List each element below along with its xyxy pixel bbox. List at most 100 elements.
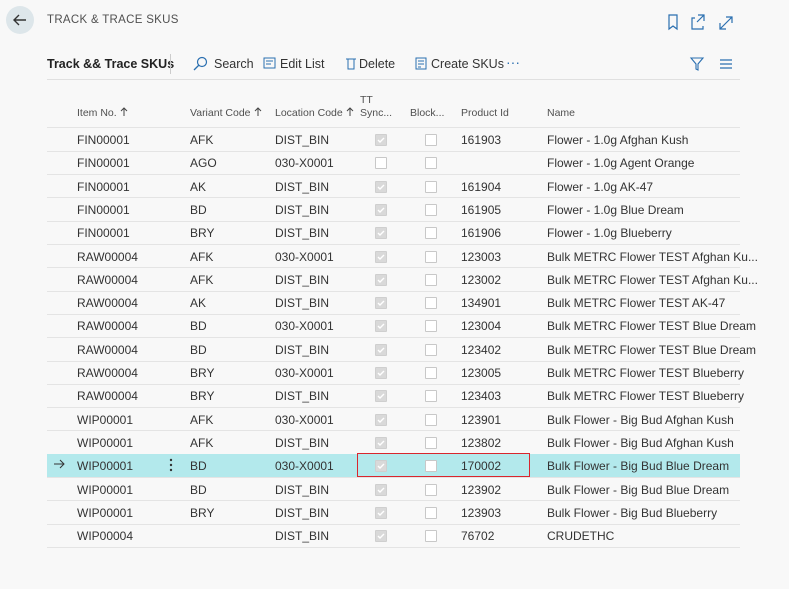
checkbox[interactable] <box>425 343 437 356</box>
cell-text[interactable]: RAW00004 <box>77 272 138 287</box>
cell-text: 030-X0001 <box>275 412 334 427</box>
cell-text[interactable]: RAW00004 <box>77 342 138 357</box>
cell-text: Bulk METRC Flower TEST Blue Dream <box>547 319 756 334</box>
cell-text: BD <box>190 342 207 357</box>
checkbox[interactable] <box>425 273 437 286</box>
checkbox[interactable] <box>375 227 387 240</box>
cell-text: 123004 <box>461 319 502 334</box>
cell-text: 170002 <box>461 459 502 474</box>
cell-text[interactable]: WIP00001 <box>77 412 134 427</box>
checkbox[interactable] <box>425 483 437 496</box>
checkbox[interactable] <box>425 530 437 543</box>
checkbox[interactable] <box>425 460 437 473</box>
checkbox[interactable] <box>425 413 437 426</box>
checkbox[interactable] <box>375 250 387 263</box>
header-icons[interactable] <box>660 12 740 32</box>
checkbox[interactable] <box>375 134 387 146</box>
row-divider <box>47 197 740 199</box>
cell-text[interactable]: RAW00004 <box>77 249 138 264</box>
checkbox[interactable] <box>375 320 387 333</box>
checkbox[interactable] <box>425 203 437 216</box>
cell-text: 123002 <box>461 272 502 287</box>
checkbox[interactable] <box>425 157 437 170</box>
cell-text[interactable]: RAW00004 <box>77 366 138 380</box>
checkbox[interactable] <box>375 367 387 379</box>
cell-text[interactable]: WIP00001 <box>77 435 134 450</box>
checkbox[interactable] <box>375 506 387 519</box>
cell-text[interactable]: RAW00004 <box>77 319 138 334</box>
sort-arrow <box>346 107 354 119</box>
checkbox[interactable] <box>375 413 387 426</box>
cell-text: Bulk Flower - Big Bud Afghan Kush <box>547 412 734 427</box>
toolbar-action[interactable]: Search <box>214 57 254 71</box>
checkbox[interactable] <box>375 297 387 310</box>
checkbox[interactable] <box>375 157 387 170</box>
checkbox[interactable] <box>425 367 437 379</box>
cell-text: Bulk Flower - Big Bud Blue Dream <box>547 482 730 497</box>
column-header[interactable]: Name <box>547 107 737 120</box>
column-label: Variant Code <box>190 107 251 119</box>
toolbar-right-icons[interactable] <box>688 55 738 73</box>
cell-text[interactable]: FIN00001 <box>77 226 130 241</box>
cell-text[interactable]: WIP00001 <box>77 482 134 497</box>
cell-text[interactable]: FIN00001 <box>77 179 130 194</box>
checkbox[interactable] <box>425 180 437 193</box>
column-label: Location Code <box>275 107 343 119</box>
cell-text: DIST_BIN <box>275 179 330 194</box>
cell-text[interactable]: RAW00004 <box>77 296 138 311</box>
column-header[interactable]: Item No. <box>77 107 177 120</box>
toolbar-action[interactable]: Edit List <box>280 57 325 71</box>
toolbar-action[interactable]: Delete <box>359 57 396 71</box>
sort-arrow <box>254 107 262 119</box>
cell-text: AFK <box>190 133 214 147</box>
checkbox[interactable] <box>425 390 437 403</box>
checkbox[interactable] <box>425 297 437 310</box>
cell-text[interactable]: WIP00004 <box>77 529 134 544</box>
cell-text: 123902 <box>461 482 502 497</box>
cell-text: BD <box>190 319 207 334</box>
cell-text: AFK <box>190 435 214 450</box>
checkbox[interactable] <box>425 227 437 240</box>
checkbox[interactable] <box>375 436 387 449</box>
cell-text: 161906 <box>461 226 502 241</box>
cell-text: 123802 <box>461 435 502 450</box>
column-header[interactable]: Location Code <box>275 107 355 120</box>
column-header[interactable]: Block... <box>410 107 452 120</box>
row-divider <box>47 290 740 292</box>
cell-text: 123903 <box>461 505 502 520</box>
back-button[interactable] <box>6 6 34 34</box>
checkbox[interactable] <box>375 460 387 473</box>
checkbox[interactable] <box>425 506 437 519</box>
checkbox[interactable] <box>375 530 387 543</box>
checkbox[interactable] <box>425 436 437 449</box>
checkbox[interactable] <box>425 250 437 263</box>
cell-text: BRY <box>190 505 215 520</box>
column-label: TT Sync... <box>360 94 393 119</box>
checkbox[interactable] <box>375 483 387 496</box>
row-divider <box>47 500 740 502</box>
cell-text[interactable]: FIN00001 <box>77 133 130 147</box>
column-header[interactable]: Variant Code <box>190 107 270 120</box>
row-arrow <box>52 457 66 476</box>
cell-text[interactable]: FIN00001 <box>77 156 130 171</box>
cell-text: BD <box>190 202 207 217</box>
cell-text: Bulk METRC Flower TEST Blueberry <box>547 389 744 404</box>
checkbox[interactable] <box>425 134 437 146</box>
svg-text:···: ··· <box>506 55 520 70</box>
column-header[interactable]: TT Sync... <box>360 94 400 120</box>
checkbox[interactable] <box>375 180 387 193</box>
column-header[interactable]: Product Id <box>461 107 541 120</box>
checkbox[interactable] <box>375 273 387 286</box>
toolbar-action[interactable]: Create SKUs <box>431 57 504 71</box>
cell-text[interactable]: WIP00001 <box>77 505 134 520</box>
cell-text[interactable]: WIP00001 <box>77 459 134 474</box>
row-menu[interactable] <box>165 457 177 478</box>
cell-text: Flower - 1.0g AK-47 <box>547 179 654 194</box>
header-divider <box>47 127 740 128</box>
cell-text[interactable]: RAW00004 <box>77 389 138 404</box>
checkbox[interactable] <box>375 390 387 403</box>
checkbox[interactable] <box>375 203 387 216</box>
cell-text[interactable]: FIN00001 <box>77 202 130 217</box>
checkbox[interactable] <box>425 320 437 333</box>
checkbox[interactable] <box>375 343 387 356</box>
